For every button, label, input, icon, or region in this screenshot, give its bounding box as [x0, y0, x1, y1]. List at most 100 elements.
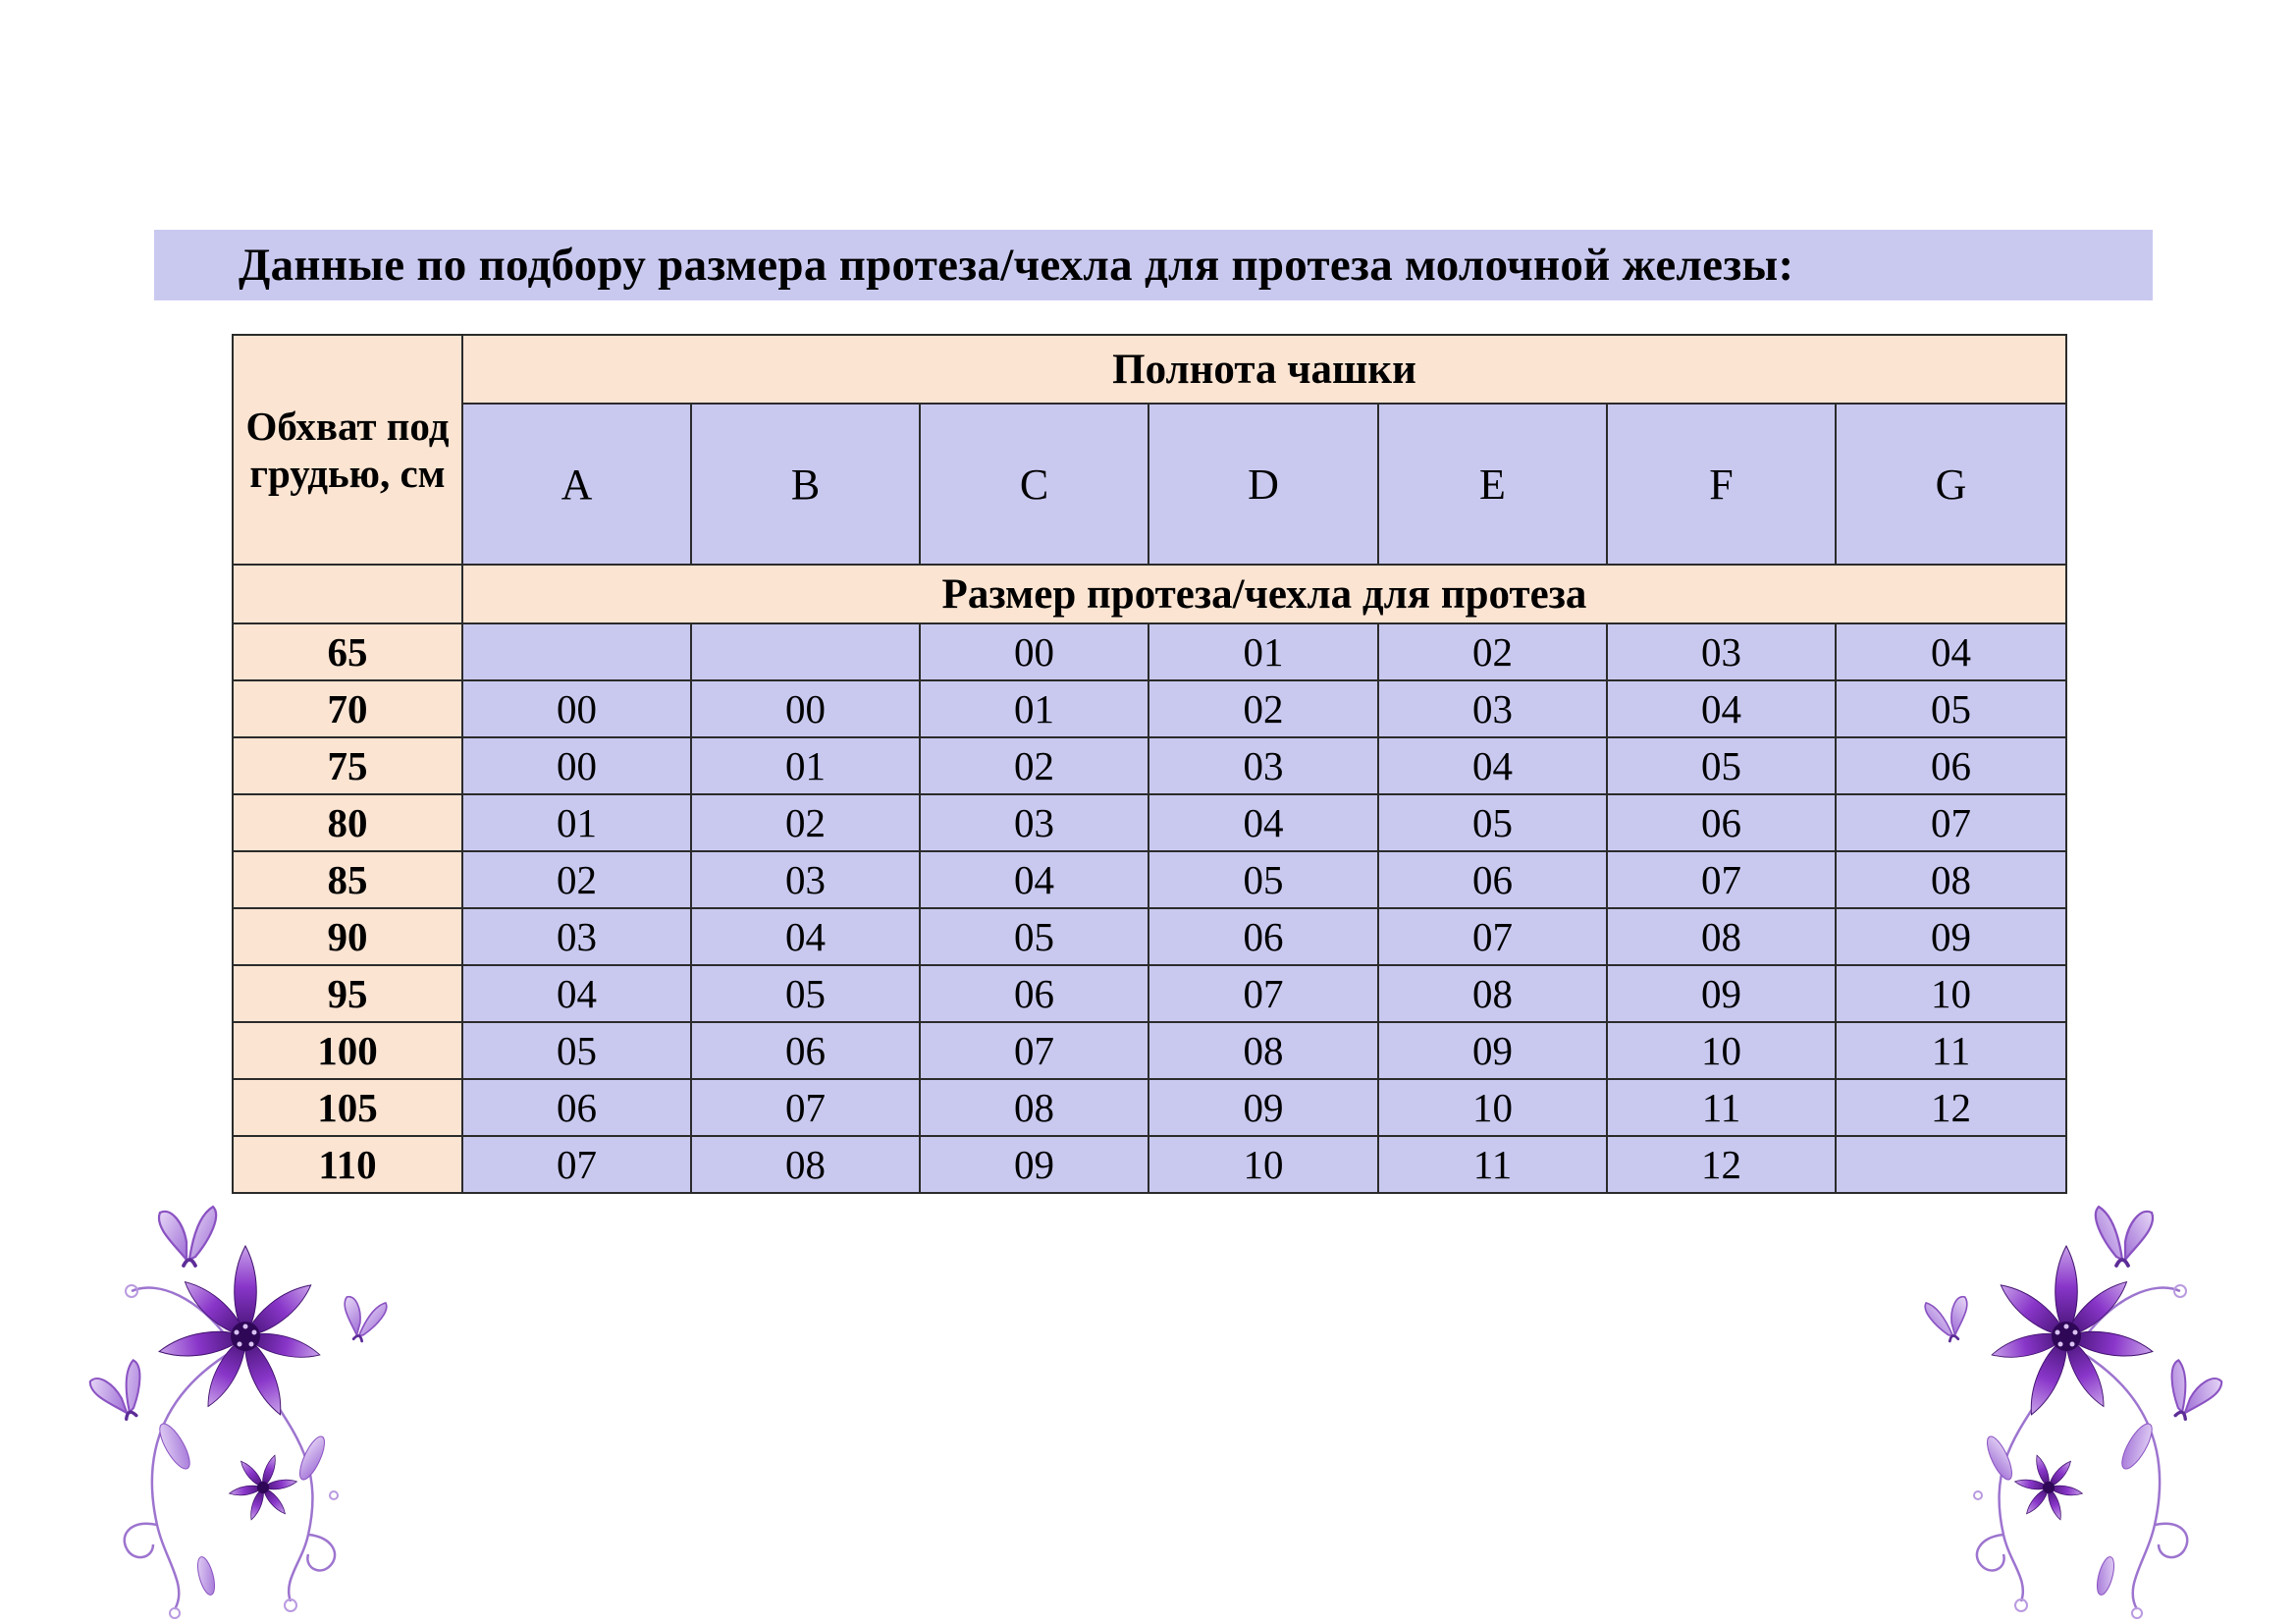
table-row: 70 00 00 01 02 03 04 05: [232, 679, 2067, 738]
table-body: 65 00 01 02 03 04 70 00 00 01 02 03 04 05 75 00 01 02 03 04…: [232, 622, 2067, 1194]
cup-letter-a: A: [461, 403, 692, 566]
size-cell: 07: [1606, 850, 1837, 909]
size-cell: 07: [1148, 964, 1379, 1023]
flower-butterflies-ornament-icon: [80, 1201, 414, 1623]
size-cell: 07: [690, 1078, 921, 1137]
size-cell: 04: [1835, 622, 2067, 681]
size-cell: 06: [1835, 736, 2067, 795]
size-cell: 03: [919, 793, 1149, 852]
size-cell: 04: [919, 850, 1149, 909]
underbust-value: 95: [232, 964, 463, 1023]
size-cell: 08: [690, 1135, 921, 1194]
size-cell: 11: [1606, 1078, 1837, 1137]
size-cell: 03: [461, 907, 692, 966]
size-cell: 09: [919, 1135, 1149, 1194]
size-cell: 10: [1835, 964, 2067, 1023]
size-cell: 06: [919, 964, 1149, 1023]
size-cell: 04: [461, 964, 692, 1023]
size-cell: 03: [1606, 622, 1837, 681]
underbust-value: 110: [232, 1135, 463, 1194]
size-cell: 05: [1148, 850, 1379, 909]
size-cell: 08: [1835, 850, 2067, 909]
size-cell: 10: [1377, 1078, 1608, 1137]
size-cell: 09: [1148, 1078, 1379, 1137]
size-cell: 12: [1835, 1078, 2067, 1137]
underbust-value: 65: [232, 622, 463, 681]
cup-letter-g: G: [1835, 403, 2067, 566]
size-cell: 11: [1377, 1135, 1608, 1194]
size-cell: 10: [1148, 1135, 1379, 1194]
page-title-text: Данные по подбору размера протеза/чехла …: [239, 240, 1794, 291]
size-cell: 05: [919, 907, 1149, 966]
size-cell: 01: [461, 793, 692, 852]
size-cell: 02: [919, 736, 1149, 795]
size-cell: 04: [1377, 736, 1608, 795]
cup-letter-c: C: [919, 403, 1149, 566]
size-cell: 07: [461, 1135, 692, 1194]
underbust-value: 80: [232, 793, 463, 852]
size-cell: 06: [1377, 850, 1608, 909]
size-cell: 12: [1606, 1135, 1837, 1194]
table-row: 80 01 02 03 04 05 06 07: [232, 793, 2067, 852]
header-row-cup-letters: A B C D E F G: [233, 403, 2067, 566]
header-cup-fullness: Полнота чашки: [461, 334, 2067, 405]
table-row: 90 03 04 05 06 07 08 09: [232, 907, 2067, 966]
underbust-value: 70: [232, 679, 463, 738]
size-cell: 05: [461, 1021, 692, 1080]
header-row-cup-fullness: Обхват под грудью, см Полнота чашки: [232, 334, 2067, 566]
size-cell: 08: [1148, 1021, 1379, 1080]
size-cell: 03: [1148, 736, 1379, 795]
cup-letter-b: B: [690, 403, 921, 566]
size-cell: 07: [1377, 907, 1608, 966]
size-cell: 00: [690, 679, 921, 738]
size-cell: 05: [1377, 793, 1608, 852]
size-cell: 02: [1377, 622, 1608, 681]
size-cell: 08: [919, 1078, 1149, 1137]
size-cell: 11: [1835, 1021, 2067, 1080]
table-row: 75 00 01 02 03 04 05 06: [232, 736, 2067, 795]
size-cell: 06: [1606, 793, 1837, 852]
size-cell: 08: [1606, 907, 1837, 966]
size-cell: 07: [1835, 793, 2067, 852]
underbust-value: 75: [232, 736, 463, 795]
size-cell: 03: [1377, 679, 1608, 738]
table-row: 100 05 06 07 08 09 10 11: [232, 1021, 2067, 1080]
table-row: 110 07 08 09 10 11 12: [232, 1135, 2067, 1194]
table-row: 85 02 03 04 05 06 07 08: [232, 850, 2067, 909]
size-cell: 02: [461, 850, 692, 909]
size-cell: 01: [1148, 622, 1379, 681]
page-title: Данные по подбору размера протеза/чехла …: [154, 230, 2153, 300]
size-cell: [690, 622, 921, 681]
size-cell: 06: [1148, 907, 1379, 966]
size-cell: 08: [1377, 964, 1608, 1023]
size-cell: 05: [690, 964, 921, 1023]
flower-butterflies-ornament-icon: [1897, 1201, 2231, 1623]
size-cell: 01: [690, 736, 921, 795]
cup-letter-f: F: [1606, 403, 1837, 566]
header-row-size: Размер протеза/чехла для протеза: [232, 564, 2067, 624]
size-cell: 00: [461, 679, 692, 738]
cup-letter-e: E: [1377, 403, 1608, 566]
underbust-value: 85: [232, 850, 463, 909]
size-cell: 04: [690, 907, 921, 966]
underbust-value: 100: [232, 1021, 463, 1080]
size-cell: 06: [690, 1021, 921, 1080]
size-cell: 05: [1835, 679, 2067, 738]
size-cell: 07: [919, 1021, 1149, 1080]
underbust-value: 90: [232, 907, 463, 966]
size-cell: [1835, 1135, 2067, 1194]
size-table: Обхват под грудью, см Полнота чашки A B …: [232, 334, 2067, 1194]
size-cell: [461, 622, 692, 681]
size-cell: 02: [690, 793, 921, 852]
size-cell: 06: [461, 1078, 692, 1137]
table-row: 105 06 07 08 09 10 11 12: [232, 1078, 2067, 1137]
size-cell: 09: [1606, 964, 1837, 1023]
size-cell: 05: [1606, 736, 1837, 795]
size-cell: 04: [1606, 679, 1837, 738]
size-cell: 09: [1377, 1021, 1608, 1080]
cup-letter-d: D: [1148, 403, 1379, 566]
size-cell: 00: [919, 622, 1149, 681]
size-cell: 02: [1148, 679, 1379, 738]
corner-header-underbust: Обхват под грудью, см: [232, 334, 463, 566]
empty-corner-cell: [232, 564, 463, 624]
